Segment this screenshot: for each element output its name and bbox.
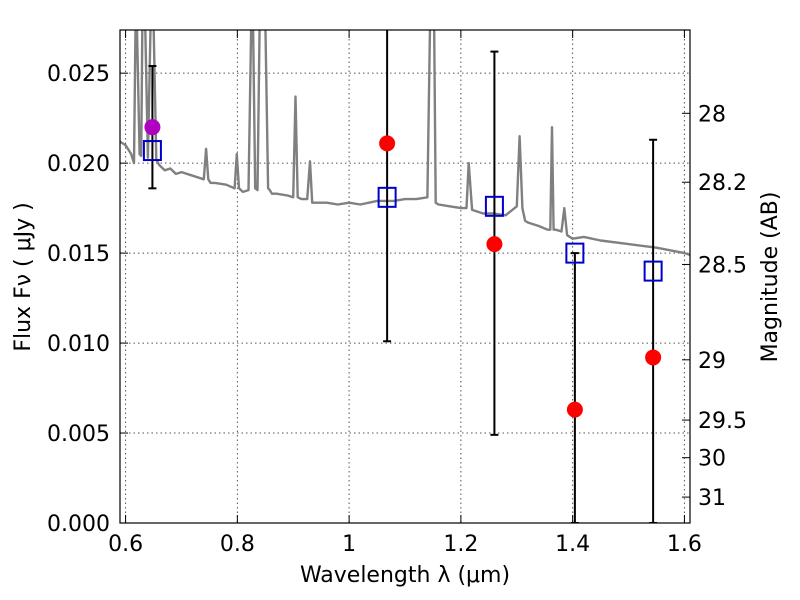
- observed-point: [486, 236, 503, 253]
- grid: [120, 30, 690, 524]
- model-band-square: [643, 260, 663, 282]
- observed-point-highlight: [144, 119, 161, 136]
- y-tick-label: 0.005: [47, 422, 110, 447]
- right-tick-label: 28.5: [698, 253, 747, 278]
- right-tick-label: 28: [698, 102, 726, 127]
- data-points: [142, 119, 663, 418]
- right-axis-title: Magnitude (AB): [758, 192, 783, 363]
- model-band-square: [142, 140, 162, 162]
- model-spectrum-line: [120, 30, 690, 257]
- model-spectrum: [120, 30, 690, 257]
- y-axis-title: Flux Fν ( μJy ): [11, 202, 36, 351]
- right-tick-label: 29.5: [698, 409, 747, 434]
- axis-ticks: 0.6 0.8 1 1.2 1.4 1.6 0.000 0.005 0.010 0.015 0.02…: [47, 30, 747, 557]
- x-tick-label: 1.6: [667, 532, 702, 557]
- y-tick-label: 0.000: [47, 512, 110, 537]
- observed-point: [566, 401, 583, 418]
- y-tick-label: 0.015: [47, 242, 110, 267]
- observed-point: [379, 135, 396, 152]
- x-axis-title: Wavelength λ (μm): [300, 563, 510, 588]
- y-tick-label: 0.025: [47, 62, 110, 87]
- observed-point: [645, 349, 662, 366]
- x-tick-label: 0.8: [220, 532, 255, 557]
- plot-frame: [119, 29, 691, 524]
- y-tick-label: 0.020: [47, 152, 110, 177]
- right-tick-label: 31: [698, 486, 726, 511]
- model-band-square: [484, 195, 504, 217]
- right-tick-label: 29: [698, 349, 726, 374]
- model-band-square: [377, 186, 397, 208]
- model-band-square: [565, 242, 585, 264]
- error-bars: [148, 30, 658, 523]
- x-tick-label: 0.6: [108, 532, 143, 557]
- right-tick-label: 28.2: [698, 171, 747, 196]
- y-tick-label: 0.010: [47, 332, 110, 357]
- x-tick-label: 1: [342, 532, 356, 557]
- right-tick-label: 30: [698, 447, 726, 472]
- x-tick-label: 1.2: [443, 532, 478, 557]
- x-tick-label: 1.4: [555, 532, 590, 557]
